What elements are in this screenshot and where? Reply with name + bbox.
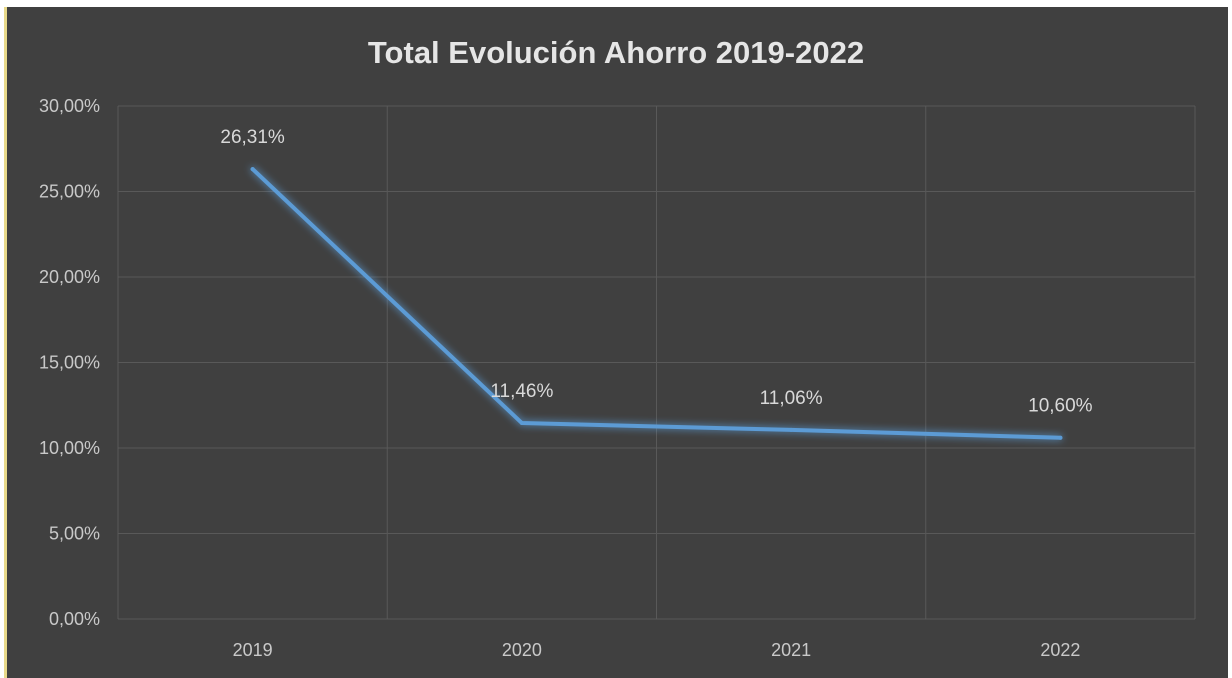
y-tick-label: 20,00% [39,267,100,287]
data-point [1058,435,1063,440]
data-label: 26,31% [220,127,285,148]
chart-area [4,7,1228,678]
series-layer [250,167,1063,440]
data-point [250,167,255,172]
x-tick-label: 2020 [502,640,542,660]
y-tick-label: 30,00% [39,96,100,116]
axis-labels: 0,00% 5,00% 10,00% 15,00% 20,00% 25,00% 30,00%… [39,96,1080,660]
x-tick-label: 2019 [233,640,273,660]
data-label: 11,46% [490,381,553,402]
y-tick-label: 0,00% [49,609,100,629]
y-tick-label: 25,00% [39,182,100,202]
data-label: 11,06% [760,388,823,409]
x-tick-label: 2021 [771,640,811,660]
data-labels: 26,31% 11,46% 11,06% 10,60% [220,127,1092,417]
data-point [789,427,794,432]
data-label: 10,60% [1028,396,1093,417]
gridlines [117,105,1196,620]
x-tick-label: 2022 [1040,640,1080,660]
y-tick-label: 15,00% [39,353,100,373]
y-tick-label: 10,00% [39,438,100,458]
y-tick-label: 5,00% [49,524,100,544]
data-point [519,421,524,426]
series-line [250,167,1063,440]
chart-title: Total Evolución Ahorro 2019-2022 [368,35,864,70]
